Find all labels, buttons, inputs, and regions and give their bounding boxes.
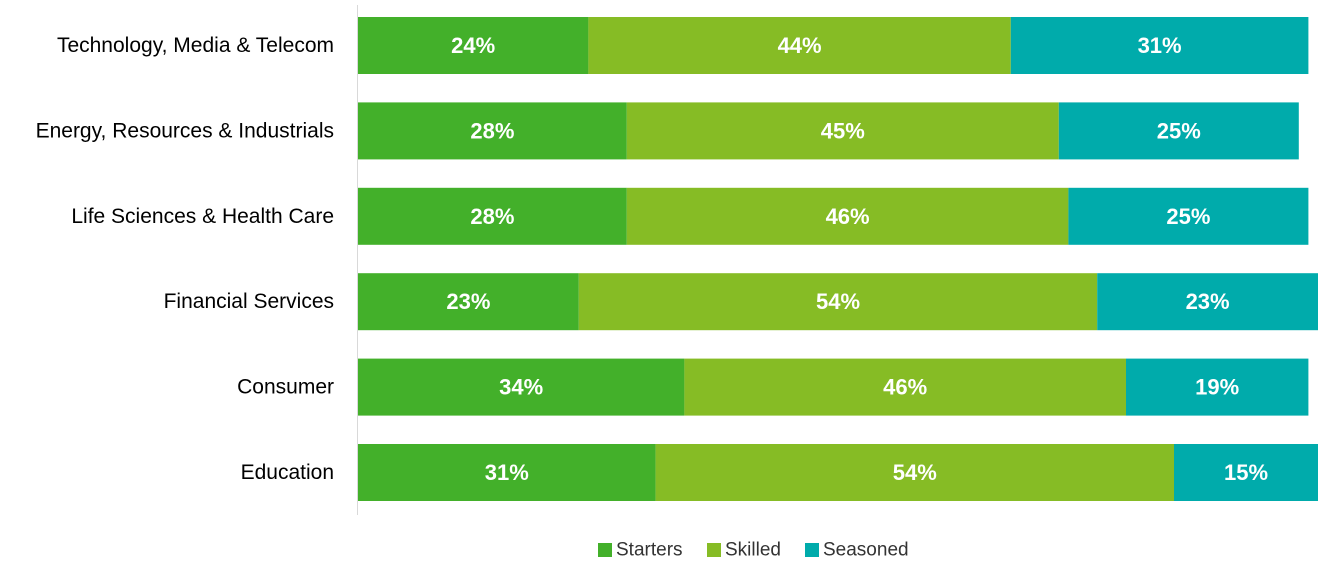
data-label-skilled-energy-resources-and-industrials: 45%: [821, 118, 865, 143]
data-label-seasoned-consumer: 19%: [1195, 375, 1239, 400]
bar-starters-life-sciences-and-health-care: [358, 187, 627, 245]
legend: Starters Skilled Seasoned: [598, 540, 909, 561]
data-label-seasoned-financial-services: 23%: [1186, 289, 1230, 314]
legend-swatch-starters: [598, 543, 612, 557]
category-label-life-sciences-and-health-care: Life Sciences & Health Care: [71, 205, 334, 228]
bar-skilled-consumer: [684, 358, 1126, 416]
data-label-starters-life-sciences-and-health-care: 28%: [470, 204, 514, 229]
bar-starters-financial-services: [358, 273, 579, 331]
category-label-energy-resources-and-industrials: Energy, Resources & Industrials: [36, 119, 334, 142]
bar-starters-education: [358, 444, 656, 501]
bar-skilled-technology-media-and-telecom: [588, 17, 1011, 74]
bar-seasoned-life-sciences-and-health-care: [1068, 187, 1309, 245]
bar-seasoned-consumer: [1126, 358, 1309, 416]
category-labels: Technology, Media & Telecom Energy, Resou…: [36, 34, 334, 484]
data-label-skilled-consumer: 46%: [883, 375, 927, 400]
data-label-starters-education: 31%: [485, 460, 529, 485]
bar-starters-consumer: [358, 358, 685, 416]
category-label-financial-services: Financial Services: [164, 290, 334, 313]
bar-seasoned-education: [1174, 444, 1318, 501]
legend-label-starters: Starters: [616, 540, 683, 561]
bar-starters-energy-resources-and-industrials: [358, 102, 627, 160]
data-label-starters-energy-resources-and-industrials: 28%: [470, 118, 514, 143]
data-label-seasoned-life-sciences-and-health-care: 25%: [1166, 204, 1210, 229]
bar-skilled-education: [655, 444, 1174, 501]
category-label-consumer: Consumer: [237, 376, 334, 399]
legend-swatch-skilled: [707, 543, 721, 557]
bar-skilled-life-sciences-and-health-care: [626, 187, 1069, 245]
bar-seasoned-financial-services: [1097, 273, 1318, 331]
data-label-starters-financial-services: 23%: [446, 289, 490, 314]
legend-label-skilled: Skilled: [725, 540, 781, 561]
bar-skilled-energy-resources-and-industrials: [626, 102, 1059, 160]
data-label-skilled-education: 54%: [893, 460, 937, 485]
legend-label-seasoned: Seasoned: [823, 540, 909, 561]
legend-swatch-seasoned: [805, 543, 819, 557]
data-label-skilled-technology-media-and-telecom: 44%: [778, 33, 822, 58]
bars: 24% 44% 31% 28% 45% 25% 28% 46% 25% 23% 54% 23% 34% 4…: [358, 17, 1318, 501]
category-label-education: Education: [241, 461, 334, 484]
data-label-skilled-life-sciences-and-health-care: 46%: [826, 204, 870, 229]
data-label-starters-consumer: 34%: [499, 375, 543, 400]
bar-starters-technology-media-and-telecom: [358, 17, 589, 74]
data-label-skilled-financial-services: 54%: [816, 289, 860, 314]
data-label-seasoned-energy-resources-and-industrials: 25%: [1157, 118, 1201, 143]
bar-seasoned-energy-resources-and-industrials: [1058, 102, 1299, 160]
data-label-seasoned-education: 15%: [1224, 460, 1268, 485]
bar-skilled-financial-services: [578, 273, 1098, 331]
category-label-technology-media-and-telecom: Technology, Media & Telecom: [57, 34, 334, 57]
data-label-starters-technology-media-and-telecom: 24%: [451, 33, 495, 58]
data-label-seasoned-technology-media-and-telecom: 31%: [1138, 33, 1182, 58]
bar-seasoned-technology-media-and-telecom: [1010, 17, 1309, 74]
